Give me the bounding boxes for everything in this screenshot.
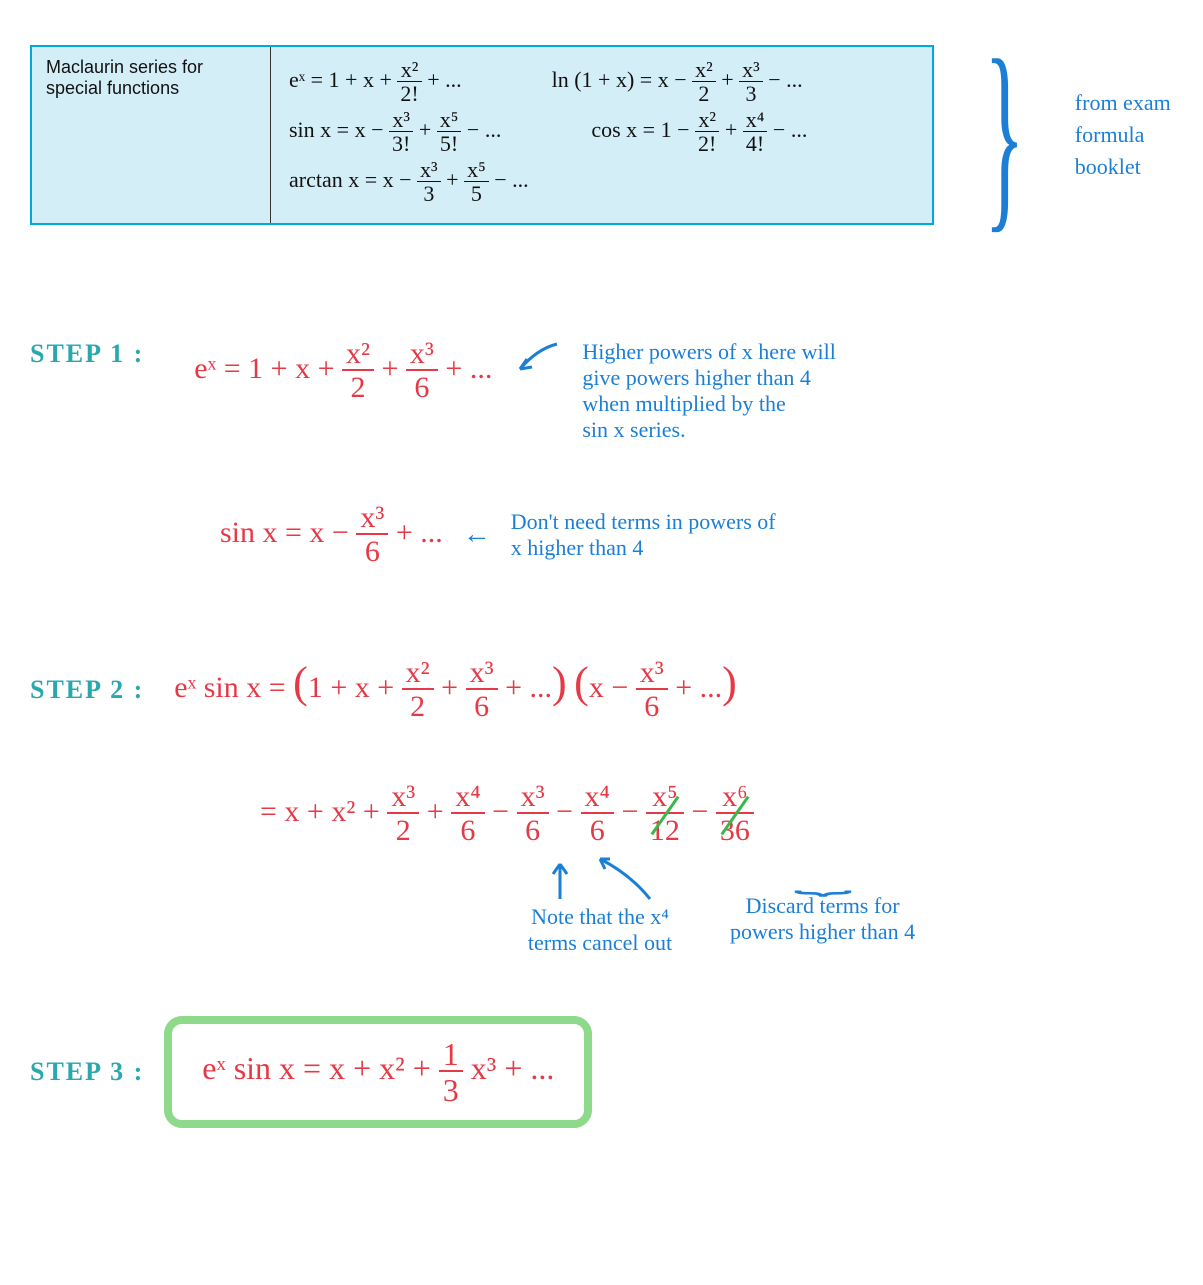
step2-label: STEP 2 : [30,675,144,705]
step1-sin-note: Don't need terms in powers of x higher t… [511,509,776,561]
step2-discard-note: Discard terms for powers higher than 4 [730,893,915,945]
final-answer: eˣ sin x = x + x² + 13 x³ + ... [202,1050,554,1086]
step2-product: eˣ sin x = (1 + x + x²2 + x³6 + ...) (x … [174,657,737,722]
formula-arctan: arctan x = x − x³3 + x⁵5 − ... [289,159,529,205]
step2-expansion: = x + x² + x³2 + x⁴6 − x³6 − x⁴6 − x⁵12 … [260,782,754,846]
arrow-up-icon [520,854,680,904]
formula-cos: cos x = 1 − x²2! + x⁴4! − ... [591,109,807,155]
formula-box-title: Maclaurin series for special functions [32,47,271,223]
step1-sin-series: sin x = x − x³6 + ... [220,503,443,567]
final-answer-box: eˣ sin x = x + x² + 13 x³ + ... [164,1016,592,1128]
curly-brace-icon: } [984,40,1024,229]
arrow-left-icon: ← [463,519,491,551]
formula-booklet-note: from exam formula booklet [1075,90,1171,180]
formula-sin: sin x = x − x³3! + x⁵5! − ... [289,109,501,155]
step1-label: STEP 1 : [30,339,144,369]
formula-ex: eˣ = 1 + x + x²2! + ... [289,59,462,105]
underbrace-icon: ⏟ [793,874,852,885]
formula-ln: ln (1 + x) = x − x²2 + x³3 − ... [552,59,803,105]
step2-cancel-note: Note that the x⁴ terms cancel out [528,904,672,956]
step1-ex-note: Higher powers of x here will give powers… [582,339,836,443]
step1-ex-series: eˣ = 1 + x + x²2 + x³6 + ... [194,339,492,403]
formula-box-content: eˣ = 1 + x + x²2! + ... ln (1 + x) = x −… [271,47,932,223]
step3-label: STEP 3 : [30,1057,144,1087]
formula-booklet-box: Maclaurin series for special functions e… [30,45,934,225]
arrow-icon [512,339,562,379]
